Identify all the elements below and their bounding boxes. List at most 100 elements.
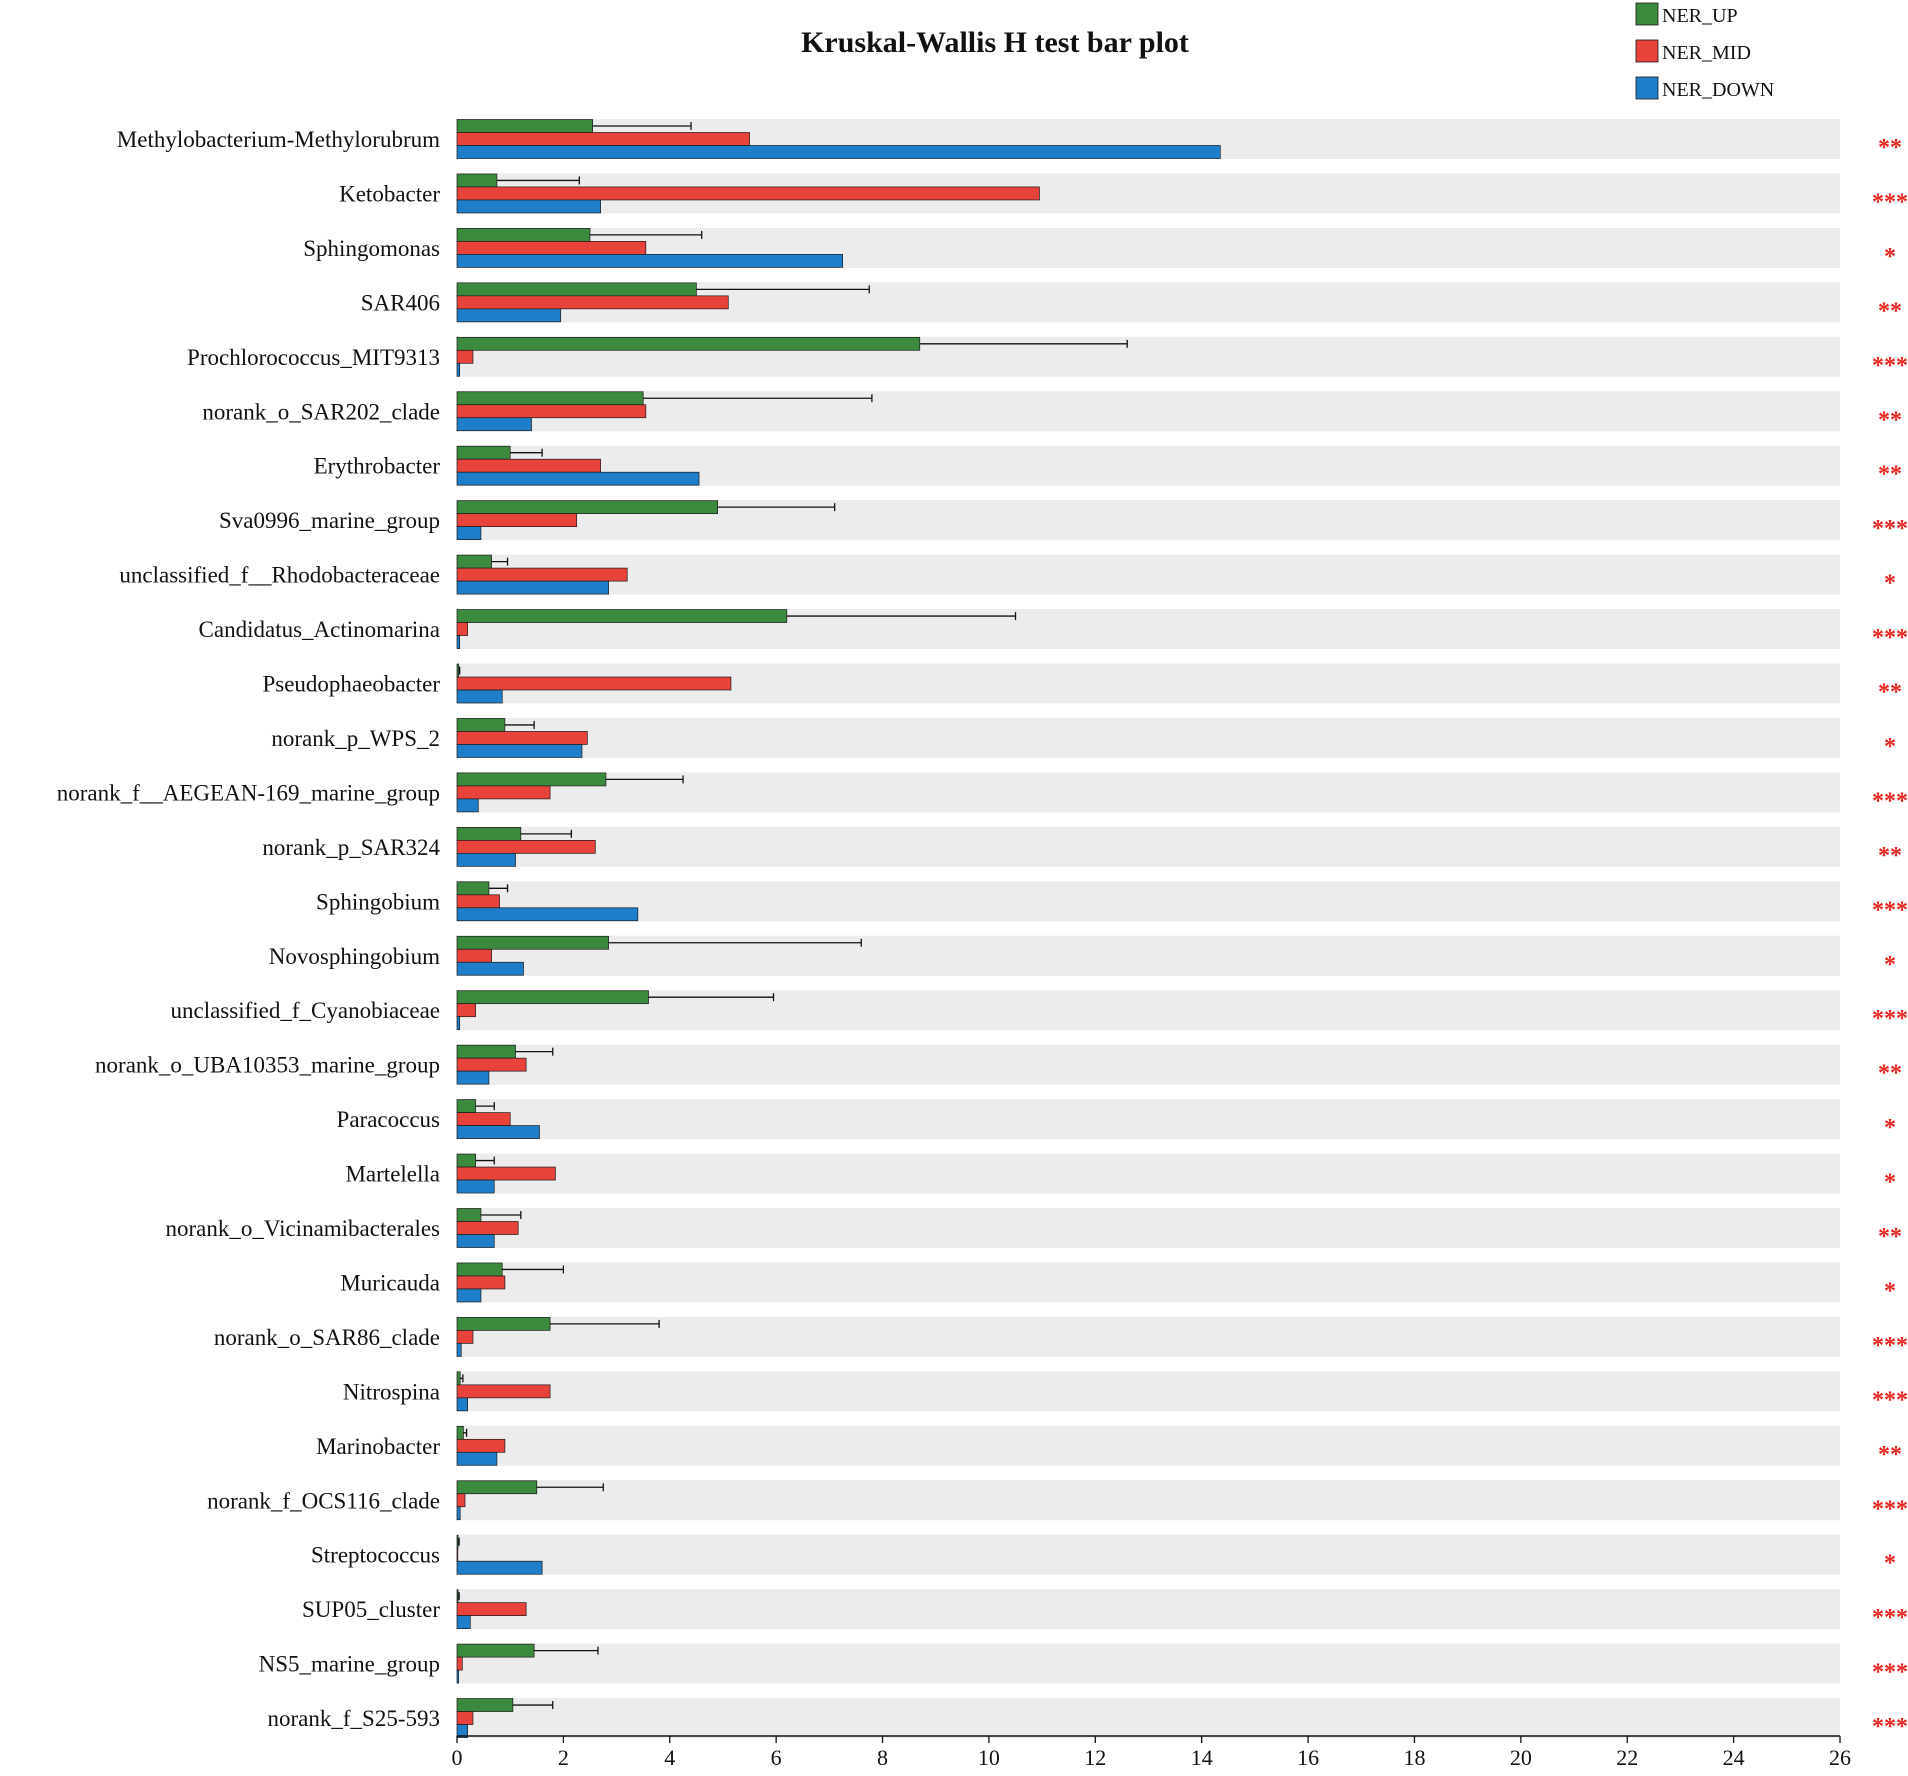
bar-ner-up: [456, 1262, 503, 1277]
legend-label: NER_DOWN: [1662, 79, 1774, 101]
category-label: norank_p_WPS_2: [271, 726, 440, 751]
row-backgrounds: [457, 119, 1840, 1739]
significance-marker: *: [1884, 1278, 1896, 1304]
category-label: Prochlorococcus_MIT9313: [187, 345, 440, 370]
x-tick-label: 0: [452, 1745, 463, 1770]
row-band: [457, 1208, 1840, 1248]
significance-marker: *: [1884, 1170, 1896, 1196]
bar-ner-up: [456, 1534, 459, 1549]
significance-marker: ***: [1872, 1496, 1908, 1522]
bar-ner-up: [456, 718, 506, 732]
row-band: [457, 391, 1840, 432]
category-label: Paracoccus: [337, 1107, 440, 1132]
bar-ner-down: [456, 798, 479, 813]
category-label: norank_f_S25-593: [268, 1706, 440, 1731]
significance-marker: ***: [1872, 1660, 1908, 1686]
row-band: [457, 554, 1840, 595]
bar-ner-mid: [456, 785, 551, 800]
category-label: SAR406: [361, 290, 440, 315]
bar-ner-up: [456, 881, 490, 896]
bar-ner-down: [456, 362, 461, 377]
bar-ner-up: [456, 173, 498, 188]
significance-labels: ****************************************…: [1872, 135, 1908, 1740]
row-band: [457, 1316, 1840, 1357]
row-band: [457, 1698, 1840, 1739]
bar-ner-up: [456, 1044, 516, 1059]
bar-ner-mid: [456, 894, 500, 909]
row-band: [457, 826, 1840, 867]
bar-ner-down: [456, 1016, 461, 1031]
legend-label: NER_UP: [1662, 5, 1738, 27]
bar-ner-mid: [456, 404, 647, 419]
bar-ner-down: [456, 689, 503, 704]
significance-marker: ***: [1872, 1714, 1908, 1740]
x-tick-label: 4: [664, 1745, 675, 1770]
row-band: [457, 1425, 1840, 1466]
row-band: [457, 1371, 1840, 1412]
significance-marker: ***: [1872, 353, 1908, 379]
x-tick-label: 26: [1829, 1745, 1851, 1770]
x-tick-label: 14: [1191, 1745, 1213, 1770]
category-label: Pseudophaeobacter: [262, 672, 440, 697]
bar-ner-down: [456, 526, 482, 541]
bar-ner-mid: [456, 458, 601, 473]
category-label: Sphingomonas: [303, 236, 440, 261]
error-bars-layer: [458, 122, 1128, 1710]
significance-marker: ***: [1872, 189, 1908, 215]
bar-ner-mid: [456, 1438, 506, 1453]
significance-marker: **: [1878, 135, 1902, 161]
bar-ner-up: [456, 445, 511, 460]
bar-ner-mid: [456, 349, 474, 364]
bar-ner-up: [456, 1208, 482, 1222]
row-band: [457, 1153, 1840, 1194]
x-tick-label: 6: [771, 1745, 782, 1770]
category-label: Ketobacter: [339, 181, 440, 206]
bar-ner-mid: [456, 1493, 466, 1508]
significance-marker: ***: [1872, 625, 1908, 651]
category-label: norank_o_SAR86_clade: [214, 1325, 440, 1350]
legend-swatch: [1635, 39, 1659, 63]
category-label: unclassified_f__Rhodobacteraceae: [119, 563, 440, 588]
significance-marker: *: [1884, 571, 1896, 597]
significance-marker: **: [1878, 1224, 1902, 1250]
bar-ner-mid: [456, 1166, 556, 1181]
bar-ner-up: [456, 1153, 476, 1168]
significance-marker: **: [1878, 407, 1902, 433]
category-label: norank_o_SAR202_clade: [202, 399, 440, 424]
significance-marker: *: [1884, 952, 1896, 978]
bar-ner-up: [456, 1099, 476, 1113]
legend-swatch: [1635, 2, 1659, 26]
x-tick-label: 20: [1510, 1745, 1532, 1770]
significance-marker: ***: [1872, 1387, 1908, 1413]
bar-ner-up: [456, 500, 718, 514]
bar-ner-down: [456, 744, 583, 758]
significance-marker: **: [1878, 462, 1902, 488]
row-band: [457, 881, 1840, 922]
category-labels: Methylobacterium-Methylorubrum Ketobacter…: [57, 127, 441, 1731]
bar-ner-mid: [456, 1275, 506, 1290]
bar-ner-up: [456, 1425, 464, 1440]
category-label: unclassified_f_Cyanobiaceae: [171, 998, 441, 1023]
x-tick-label: 18: [1403, 1745, 1425, 1770]
bar-ner-up: [456, 336, 921, 351]
bar-ner-down: [456, 145, 1221, 159]
bar-ner-up: [456, 228, 591, 242]
bar-ner-down: [456, 1615, 471, 1630]
bar-ner-down: [456, 852, 516, 867]
bar-ner-mid: [456, 1711, 474, 1725]
bar-ner-up: [456, 1698, 514, 1712]
category-label: Streptococcus: [311, 1543, 440, 1568]
bar-ner-down: [456, 1234, 495, 1248]
category-label: norank_o_UBA10353_marine_group: [95, 1053, 440, 1078]
bar-ner-mid: [456, 1656, 463, 1671]
category-label: Marinobacter: [316, 1434, 440, 1459]
significance-marker: **: [1878, 1061, 1902, 1087]
bar-ner-mid: [456, 186, 1040, 201]
significance-marker: **: [1878, 1442, 1902, 1468]
bar-ner-mid: [456, 948, 492, 963]
row-band: [457, 1643, 1840, 1684]
bar-ner-down: [456, 1288, 482, 1303]
bar-ner-mid: [456, 676, 732, 691]
